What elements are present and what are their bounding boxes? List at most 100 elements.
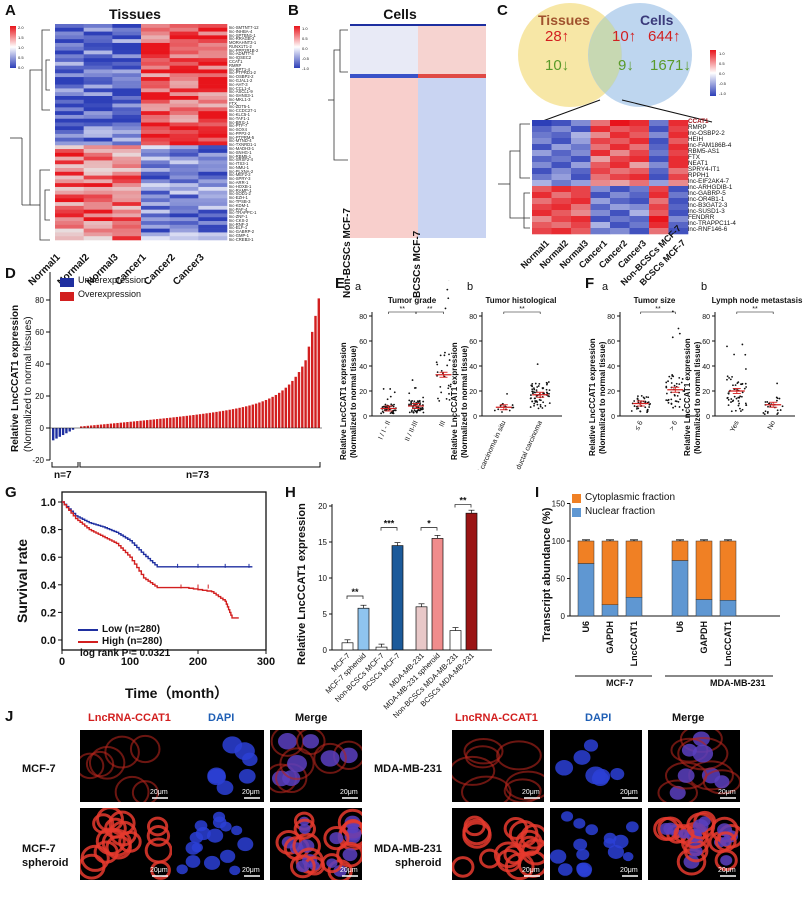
panel-c-gene-label: RBM5-AS1	[688, 148, 720, 155]
scale-bar-label: 20μm	[340, 789, 358, 796]
cell-nucleus	[592, 768, 611, 784]
heatmap-a-cell	[55, 179, 84, 184]
scatter-point	[674, 400, 677, 403]
heatmap-a-cell	[112, 42, 142, 48]
heatmap-a-cell	[141, 24, 170, 29]
heatmap-a-cell	[198, 198, 228, 203]
sig-label: **	[400, 306, 406, 313]
panel-a-gene-label: RMRP	[229, 63, 242, 68]
panel-i-bar-nuclear	[719, 600, 737, 617]
panel-label-a: A	[5, 2, 16, 19]
heatmap-a-cell	[169, 58, 199, 63]
cell-cytoplasm	[461, 775, 512, 802]
heatmap-a-cell	[112, 122, 142, 127]
heatmap-c-cell	[610, 126, 630, 133]
cell-nucleus	[216, 780, 234, 795]
panel-i-bar-cytoplasmic	[577, 540, 595, 564]
scatter-point	[410, 402, 412, 405]
heatmap-a-cell	[169, 118, 199, 123]
scatter-point	[766, 412, 769, 414]
heatmap-a-cell	[169, 88, 199, 93]
panel-b-heatmap: 1.0 0.5 0.0 -0.5 -1.0	[294, 24, 486, 238]
panel-d-bar-over	[261, 401, 264, 428]
scatter-point	[730, 398, 733, 400]
cell-nucleus	[222, 736, 243, 754]
scatter-point	[630, 410, 633, 412]
heatmap-c-cell	[551, 120, 572, 127]
heatmap-a-cell	[198, 111, 228, 116]
panel-d-bar-over	[103, 424, 106, 428]
scatter-point	[678, 376, 681, 379]
scatter-point	[499, 404, 502, 407]
panel-f-sub-a: a	[602, 281, 609, 293]
heatmap-a-cell	[169, 50, 199, 55]
cell-nucleus	[237, 837, 254, 852]
heatmap-a-cell	[83, 114, 113, 120]
panel-d-n-under: n=7	[54, 470, 72, 481]
venn-tissues-title: Tissues	[538, 12, 590, 28]
panel-label-h: H	[285, 484, 296, 501]
panel-c-gene-label: lnc-FAM186B-4	[688, 142, 732, 149]
category-label: Ductal carcinoma in situ	[470, 420, 508, 470]
heatmap-a-cell	[83, 24, 113, 29]
heatmap-a-cell	[198, 149, 228, 154]
heatmap-c-cell	[610, 198, 630, 205]
heatmap-c-cell	[610, 216, 630, 223]
heatmap-a-cell	[169, 122, 199, 127]
heatmap-a-cell	[83, 27, 113, 32]
scale-bar-label: 20μm	[340, 867, 358, 874]
panel-i-category-label: LncCCAT1	[629, 621, 639, 666]
heatmap-a-cell	[55, 205, 84, 210]
heatmap-a-cell	[169, 99, 199, 104]
scatter-point	[438, 400, 441, 402]
heatmap-c-cell	[649, 126, 669, 133]
heatmap-a-cell	[112, 27, 142, 32]
heatmap-c-cell	[532, 156, 552, 163]
heatmap-c-cell	[610, 228, 630, 235]
sig-bracket	[736, 311, 774, 314]
cell-cytoplasm	[677, 736, 729, 771]
cell-cytoplasm	[515, 829, 543, 856]
heatmap-a-cell	[112, 24, 142, 29]
heatmap-a-cell	[112, 213, 142, 218]
cell-nucleus	[242, 752, 258, 767]
heatmap-a-cell	[112, 175, 142, 180]
heatmap-a-cell	[55, 133, 84, 138]
tick-label: 20	[607, 389, 615, 396]
heatmap-a-cell	[198, 133, 228, 138]
cell-nucleus	[229, 865, 241, 876]
panel-i-bar-cytoplasmic	[695, 540, 713, 600]
tick-label: 40	[702, 364, 710, 371]
panel-c-gene-label: lnc-TRAPPC11-4	[688, 220, 736, 227]
panel-a-gene-label: lnc-CKS-2	[229, 218, 249, 223]
heatmap-a-cell	[112, 114, 142, 120]
heatmap-a-cell	[55, 114, 84, 120]
micrograph-merge: 20μm	[648, 808, 740, 880]
scatter-point	[776, 399, 778, 402]
heatmap-a-cell	[141, 99, 170, 104]
scatter-point	[449, 383, 452, 386]
scatter-point	[745, 368, 747, 370]
panel-d-bar-under	[65, 428, 68, 434]
panel-d-bar-over	[274, 394, 278, 428]
heatmap-c-cell	[571, 174, 591, 181]
panel-d-bar-over	[89, 425, 93, 428]
scatter-point	[533, 391, 536, 394]
panel-b-legend-tick: 1.0	[302, 26, 308, 31]
panel-d-tick-label: 60	[35, 328, 44, 337]
heatmap-a-cell	[169, 209, 199, 214]
heatmap-c-cell	[649, 168, 669, 175]
panel-a-legend-tick: 0.0	[18, 65, 24, 70]
cell-cytoplasm	[686, 812, 716, 840]
heatmap-a-cell	[198, 213, 228, 218]
heatmap-a-cell	[112, 164, 142, 169]
scatter-point	[420, 408, 422, 411]
panel-f-chart: 80 60 40 20 0 ≤ 6 > 6 ** 80 60 40 20 0 Yes No **	[607, 306, 795, 433]
heatmap-c-cell	[571, 222, 591, 229]
scatter-point	[545, 391, 548, 394]
panel-i-category-label: U6	[675, 621, 685, 633]
panel-d-bar-over	[264, 399, 268, 428]
heatmap-a-cell	[55, 80, 84, 85]
heatmap-c-cell	[610, 132, 630, 139]
heatmap-a-cell	[112, 96, 142, 101]
